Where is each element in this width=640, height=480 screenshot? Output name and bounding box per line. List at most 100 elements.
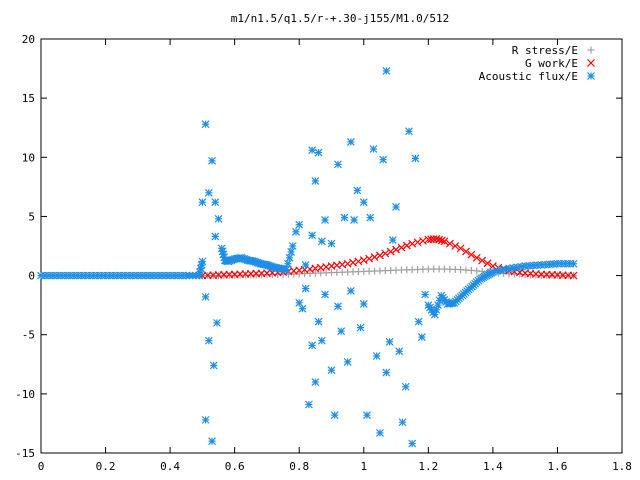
x-tick-label: 0.6 bbox=[225, 460, 245, 473]
point-star bbox=[408, 439, 417, 448]
point-star bbox=[198, 257, 207, 266]
point-cross bbox=[375, 251, 384, 260]
point-cross bbox=[365, 254, 374, 263]
point-star bbox=[405, 127, 413, 136]
point-star bbox=[311, 177, 320, 185]
point-cross bbox=[451, 242, 460, 250]
point-star bbox=[330, 411, 339, 420]
point-star bbox=[375, 428, 384, 437]
point-cross bbox=[445, 239, 454, 248]
point-star bbox=[311, 378, 320, 386]
point-cross bbox=[359, 256, 368, 265]
point-cross bbox=[370, 253, 379, 261]
point-star bbox=[343, 357, 352, 366]
y-tick-label: 15 bbox=[22, 92, 35, 105]
point-star bbox=[314, 148, 323, 157]
point-star bbox=[208, 156, 216, 165]
point-cross bbox=[488, 262, 497, 271]
point-star bbox=[211, 232, 220, 241]
point-star bbox=[321, 290, 329, 299]
point-star bbox=[317, 336, 326, 345]
point-star bbox=[369, 145, 378, 153]
point-cross bbox=[440, 237, 449, 246]
point-star bbox=[421, 290, 430, 299]
point-star bbox=[359, 300, 368, 308]
x-tick-label: 0 bbox=[38, 460, 45, 473]
x-tick-label: 1 bbox=[360, 460, 367, 473]
point-cross bbox=[408, 239, 417, 248]
point-star bbox=[317, 237, 326, 246]
point-star bbox=[204, 188, 213, 197]
point-cross bbox=[472, 253, 481, 262]
point-star bbox=[288, 242, 297, 250]
point-star bbox=[382, 368, 391, 377]
point-cross bbox=[467, 250, 476, 259]
point-star bbox=[285, 253, 294, 262]
y-tick-label: -10 bbox=[15, 388, 35, 401]
legend-label: R stress/E bbox=[512, 44, 578, 57]
point-cross bbox=[386, 247, 395, 256]
point-star bbox=[295, 220, 304, 229]
point-star bbox=[356, 323, 365, 332]
point-star bbox=[201, 292, 210, 301]
point-star bbox=[298, 304, 307, 313]
point-star bbox=[308, 146, 317, 155]
point-star bbox=[346, 137, 355, 146]
point-cross bbox=[462, 247, 470, 256]
point-cross bbox=[456, 244, 465, 253]
y-tick-label: 0 bbox=[28, 270, 35, 283]
point-star bbox=[198, 198, 207, 207]
legend-label: G work/E bbox=[525, 57, 578, 70]
point-star bbox=[214, 214, 223, 223]
point-cross bbox=[381, 249, 390, 258]
point-star bbox=[211, 198, 220, 207]
point-cross bbox=[392, 245, 400, 254]
point-cross bbox=[397, 243, 406, 252]
x-tick-label: 0.8 bbox=[289, 460, 309, 473]
x-tick-label: 1.6 bbox=[548, 460, 568, 473]
point-star bbox=[282, 265, 291, 274]
point-star bbox=[411, 154, 420, 163]
point-star bbox=[208, 437, 216, 446]
point-cross bbox=[437, 236, 446, 245]
point-star bbox=[382, 67, 391, 75]
point-star bbox=[401, 382, 410, 391]
y-tick-label: 10 bbox=[22, 151, 35, 164]
point-star bbox=[432, 305, 441, 314]
legend-marker bbox=[587, 72, 595, 80]
point-star bbox=[569, 259, 578, 268]
plot-frame bbox=[40, 38, 623, 454]
point-star bbox=[212, 318, 221, 327]
point-star bbox=[321, 216, 329, 224]
point-star bbox=[372, 352, 381, 360]
point-star bbox=[304, 400, 313, 409]
point-star bbox=[314, 317, 323, 326]
point-star bbox=[363, 411, 371, 420]
chart-title: m1/n1.5/q1.5/r-+.30-j155/M1.0/512 bbox=[231, 12, 450, 25]
y-tick-label: -15 bbox=[15, 447, 35, 460]
point-star bbox=[385, 337, 394, 346]
point-cross bbox=[483, 259, 492, 268]
point-star bbox=[201, 120, 210, 129]
point-star bbox=[392, 203, 400, 211]
point-star bbox=[388, 236, 397, 245]
point-star bbox=[287, 247, 296, 256]
point-cross bbox=[435, 235, 444, 244]
legend-label: Acoustic flux/E bbox=[479, 70, 578, 83]
point-star bbox=[308, 341, 317, 350]
point-star bbox=[301, 284, 310, 293]
point-cross bbox=[419, 236, 427, 245]
point-star bbox=[337, 327, 346, 336]
point-star bbox=[340, 213, 349, 222]
point-star bbox=[327, 366, 336, 375]
y-tick-label: -5 bbox=[22, 329, 35, 342]
data-points bbox=[37, 67, 578, 448]
point-star bbox=[366, 213, 375, 222]
point-star bbox=[398, 418, 407, 427]
y-tick-label: 5 bbox=[28, 210, 35, 223]
point-star bbox=[334, 160, 342, 169]
point-star bbox=[204, 336, 213, 345]
point-star bbox=[379, 155, 388, 164]
